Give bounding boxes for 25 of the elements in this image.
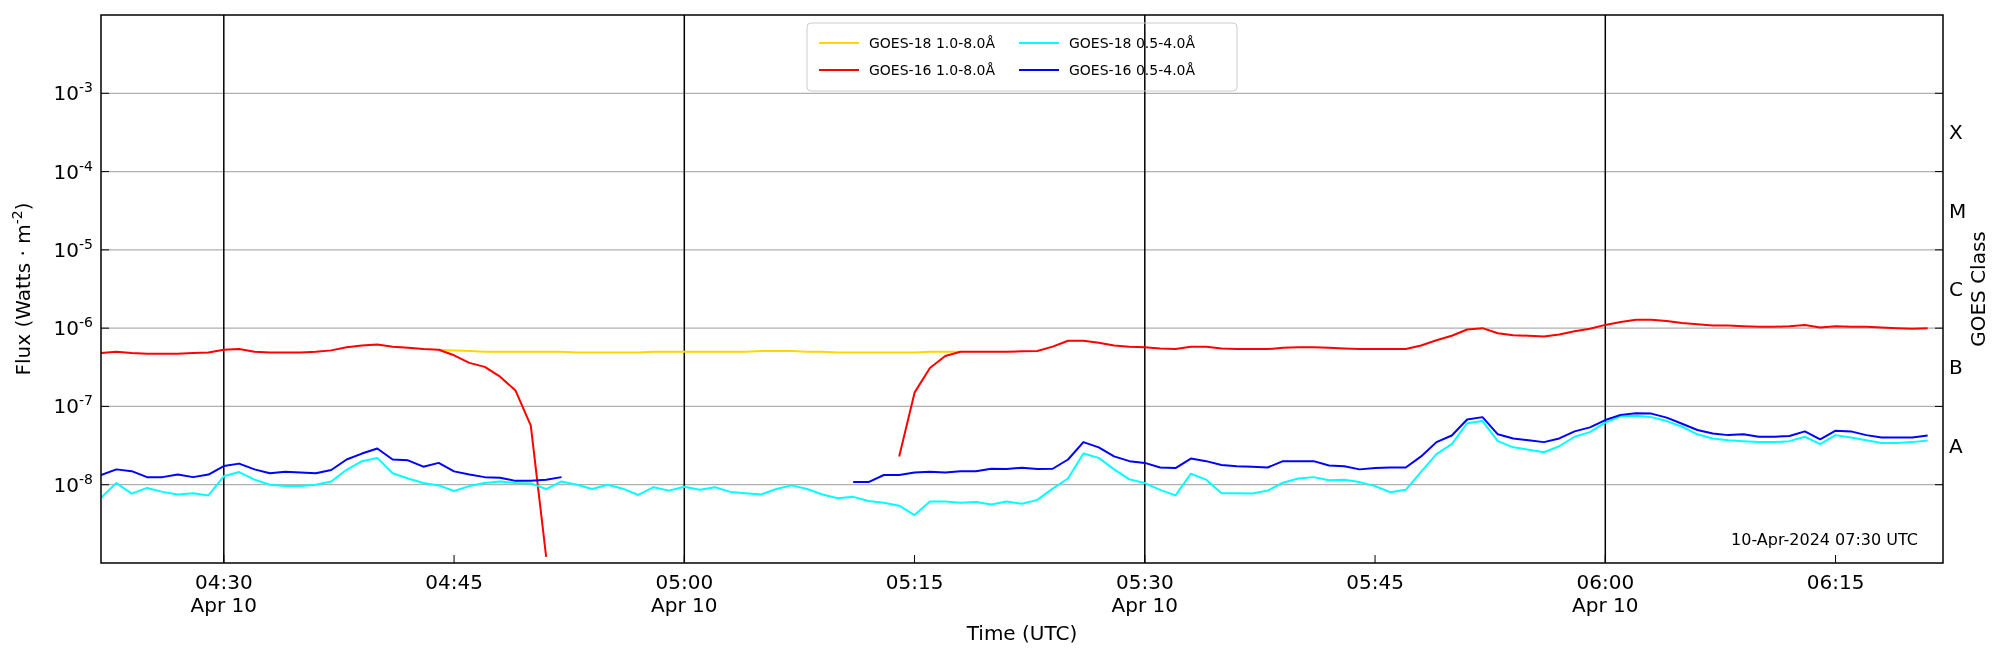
- x-tick-label: 05:15: [885, 570, 944, 594]
- legend-label: GOES-18 1.0-8.0Å: [869, 35, 996, 51]
- text: A: [1949, 433, 1963, 458]
- text: M: [1949, 198, 1967, 223]
- x-tick-label: 06:15: [1806, 570, 1865, 594]
- x-tick-label: 05:45: [1346, 570, 1404, 594]
- y-tick-label: 10$^{-7}$: [53, 392, 93, 419]
- annotation: 10-Apr-2024 07:30 UTC: [1731, 530, 1918, 549]
- y2-axis-title: GOES Class: [1966, 231, 1990, 347]
- x-axis-title: Time (UTC): [965, 621, 1078, 645]
- y-tick-label: 10$^{-6}$: [53, 314, 94, 341]
- text: B: [1949, 355, 1963, 380]
- y-tick-label: 10$^{-5}$: [53, 235, 93, 262]
- x-tick-label: 04:30 Apr 10: [190, 570, 257, 617]
- x-tick-label: 05:30 Apr 10: [1111, 570, 1178, 617]
- x-tick-label: 06:00 Apr 10: [1572, 570, 1639, 617]
- y-tick-label: 10$^{-4}$: [53, 157, 94, 184]
- line-series: [101, 414, 1929, 517]
- legend-label: GOES-16 1.0-8.0Å: [869, 62, 996, 78]
- y-tick-label: 10$^{-3}$: [53, 79, 93, 106]
- text: X: [1949, 120, 1963, 145]
- text: C: [1949, 277, 1963, 301]
- x-tick-label: 04:45: [425, 570, 483, 594]
- x-tick-label: 05:00 Apr 10: [651, 570, 718, 617]
- y-tick-label: 10$^{-8}$: [53, 470, 93, 497]
